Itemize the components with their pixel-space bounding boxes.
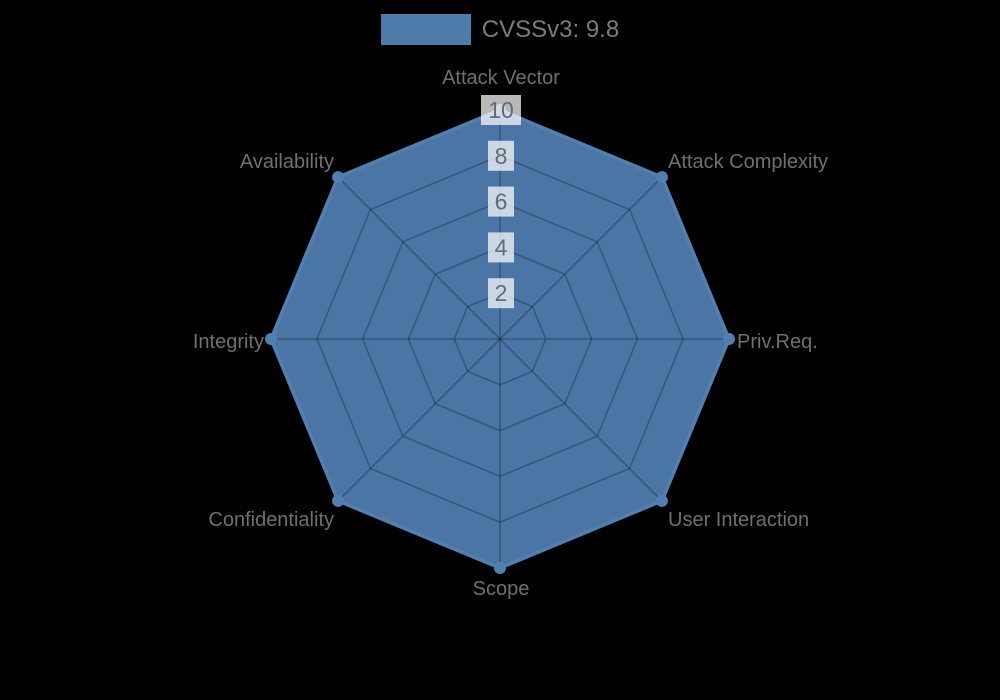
data-point[interactable] [723, 333, 735, 345]
tick-label: 10 [488, 97, 514, 123]
grid-spoke [499, 338, 663, 502]
radar-series-area[interactable] [271, 110, 729, 568]
axis-label-attack-complexity: Attack Complexity [668, 151, 828, 173]
axis-label-user-interaction: User Interaction [668, 509, 809, 531]
grid-ring [361, 200, 639, 478]
axis-label-attack-vector: Attack Vector [442, 67, 560, 89]
tick-backdrop [488, 140, 514, 171]
data-point[interactable] [332, 171, 345, 184]
tick-backdrop [488, 232, 514, 263]
tick-label: 2 [495, 280, 508, 306]
tick-label: 4 [495, 234, 508, 260]
axis-label-integrity: Integrity [193, 331, 264, 353]
data-point[interactable] [494, 562, 506, 574]
tick-label: 6 [495, 189, 508, 215]
tick-label: 8 [495, 143, 508, 169]
grid-spoke [499, 176, 663, 340]
axis-label-priv-req: Priv.Req. [737, 331, 818, 353]
data-point[interactable] [655, 494, 668, 507]
data-point[interactable] [265, 333, 277, 345]
grid-ring [407, 246, 593, 432]
data-point[interactable] [655, 171, 668, 184]
grid-spoke [337, 338, 501, 502]
tick-backdrop [488, 278, 514, 309]
axis-label-availability: Availability [240, 151, 334, 173]
legend-label: CVSSv3: 9.8 [481, 16, 620, 43]
axis-label-confidentiality: Confidentiality [208, 509, 334, 531]
tick-backdrop [481, 95, 521, 125]
legend-item-cvssv3[interactable]: CVSSv3: 9.8 [0, 14, 1000, 45]
data-point[interactable] [332, 494, 345, 507]
tick-backdrop [488, 186, 514, 217]
grid-ring [315, 154, 685, 524]
legend-swatch [380, 14, 471, 45]
grid-spoke [337, 176, 501, 340]
grid-ring [453, 292, 547, 386]
axis-label-scope: Scope [473, 578, 530, 600]
